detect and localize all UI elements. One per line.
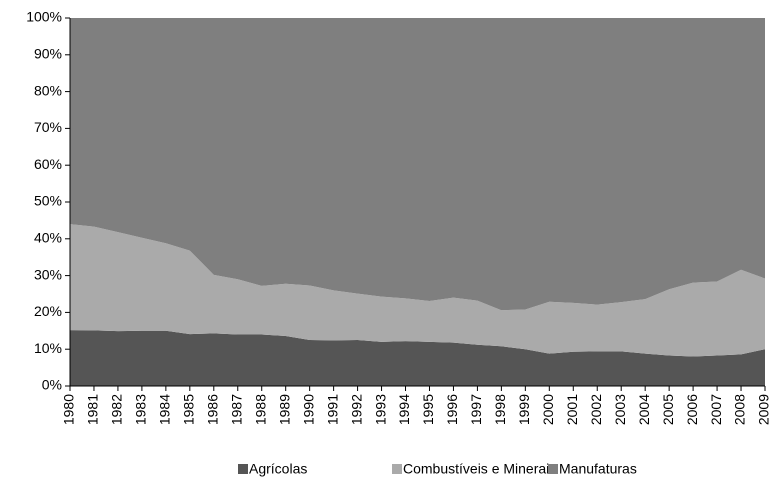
x-tick-label: 1993 [372,394,388,425]
legend-label: Combustíveis e Minerais [403,461,556,477]
x-tick-label: 1988 [252,394,268,425]
x-tick-label: 1994 [396,394,412,425]
x-tick-label: 1985 [181,394,197,425]
x-tick-label: 1986 [204,394,220,425]
y-tick-label: 100% [26,9,62,25]
x-tick-label: 1987 [228,394,244,425]
x-tick-label: 1990 [300,394,316,425]
x-tick-label: 2004 [636,394,652,425]
y-tick-label: 0% [42,377,62,393]
x-tick-label: 1995 [420,394,436,425]
y-tick-label: 80% [34,82,62,98]
x-tick-label: 1983 [133,394,149,425]
y-tick-label: 20% [34,303,62,319]
y-tick-label: 40% [34,230,62,246]
x-tick-label: 2008 [732,394,748,425]
x-tick-label: 2000 [540,394,556,425]
y-tick-label: 10% [34,340,62,356]
area [70,18,765,311]
x-tick-label: 1980 [61,394,77,425]
x-tick-label: 1992 [348,394,364,425]
x-tick-label: 1981 [85,394,101,425]
x-tick-label: 1991 [324,394,340,425]
x-tick-label: 2001 [564,394,580,425]
y-tick-label: 70% [34,119,62,135]
legend-swatch [392,464,402,474]
x-tick-label: 1998 [492,394,508,425]
area [70,224,765,357]
y-tick-label: 30% [34,266,62,282]
x-tick-label: 2006 [684,394,700,425]
area [70,330,765,386]
x-tick-label: 2003 [612,394,628,425]
x-tick-label: 1996 [444,394,460,425]
legend-swatch [548,464,558,474]
y-tick-label: 90% [34,46,62,62]
x-tick-label: 1997 [468,394,484,425]
legend-label: Manufaturas [559,461,637,477]
x-tick-label: 2005 [660,394,676,425]
legend-swatch [238,464,248,474]
y-tick-label: 60% [34,156,62,172]
x-tick-label: 1999 [516,394,532,425]
x-tick-label: 1989 [276,394,292,425]
x-tick-label: 1982 [109,394,125,425]
legend-label: Agrícolas [249,461,307,477]
x-tick-label: 2002 [588,394,604,425]
x-tick-label: 2009 [756,394,772,425]
y-tick-label: 50% [34,193,62,209]
x-tick-label: 2007 [708,394,724,425]
x-tick-label: 1984 [157,394,173,425]
